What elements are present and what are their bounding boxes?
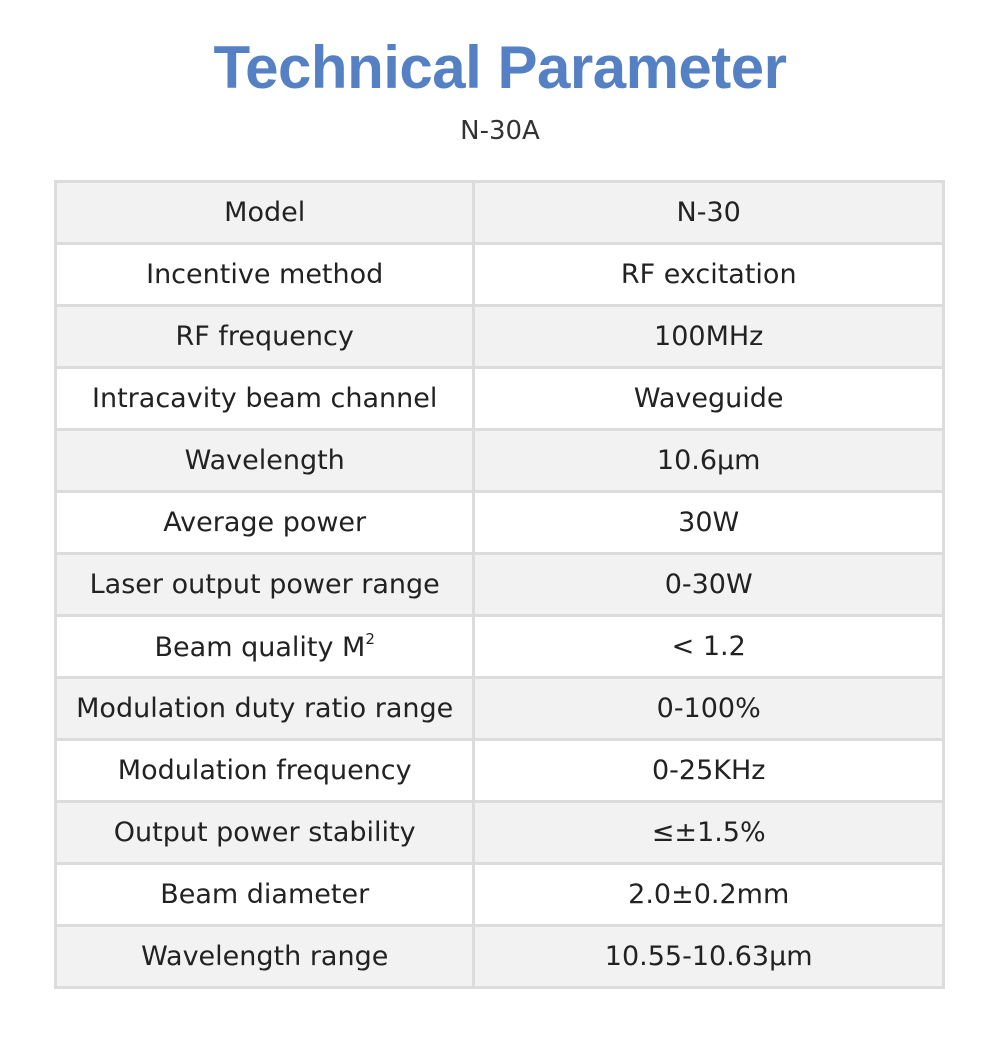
value-cell: 0-25KHz [472,738,945,803]
parameter-cell: Modulation frequency [53,738,476,803]
parameter-cell: Intracavity beam channel [53,366,476,431]
table-row: Intracavity beam channel Waveguide [53,366,945,431]
value-cell: ≤±1.5% [472,800,945,865]
table-row: Average power 30W [53,490,945,555]
table-row: Laser output power range 0-30W [53,552,945,617]
value-cell: 100MHz [472,304,945,369]
parameter-cell: Output power stability [53,800,476,865]
table-row: Beam quality M2 < 1.2 [53,614,945,679]
table-row: Beam diameter 2.0±0.2mm [53,862,945,927]
table-row: Incentive method RF excitation [53,242,945,307]
parameter-cell: Beam quality M2 [53,614,476,679]
value-cell: 2.0±0.2mm [472,862,945,927]
value-cell: 0-30W [472,552,945,617]
table-row: Modulation duty ratio range 0-100% [53,676,945,741]
parameter-cell: Laser output power range [53,552,476,617]
superscript: 2 [365,630,375,648]
parameter-cell: Model [53,180,476,245]
value-cell: 10.6μm [472,428,945,493]
parameter-cell: Modulation duty ratio range [53,676,476,741]
parameter-text: Beam quality M [154,632,366,663]
value-cell: 0-100% [472,676,945,741]
table-row: RF frequency 100MHz [53,304,945,369]
parameter-cell: RF frequency [53,304,476,369]
parameter-cell: Incentive method [53,242,476,307]
value-cell: N-30 [472,180,945,245]
value-cell: 30W [472,490,945,555]
table-row: Wavelength range 10.55-10.63μm [53,924,945,989]
value-cell: < 1.2 [472,614,945,679]
parameter-cell: Wavelength [53,428,476,493]
table-row: Output power stability ≤±1.5% [53,800,945,865]
table-row: Wavelength 10.6μm [53,428,945,493]
table-row: Modulation frequency 0-25KHz [53,738,945,803]
table-row: Model N-30 [53,180,945,245]
parameter-cell: Wavelength range [53,924,476,989]
value-cell: Waveguide [472,366,945,431]
spec-table: Model N-30 Incentive method RF excitatio… [53,180,945,989]
value-cell: 10.55-10.63μm [472,924,945,989]
parameter-cell: Average power [53,490,476,555]
model-subtitle: N-30A [460,116,540,146]
parameter-cell: Beam diameter [53,862,476,927]
value-cell: RF excitation [472,242,945,307]
page-title: Technical Parameter [213,34,787,101]
